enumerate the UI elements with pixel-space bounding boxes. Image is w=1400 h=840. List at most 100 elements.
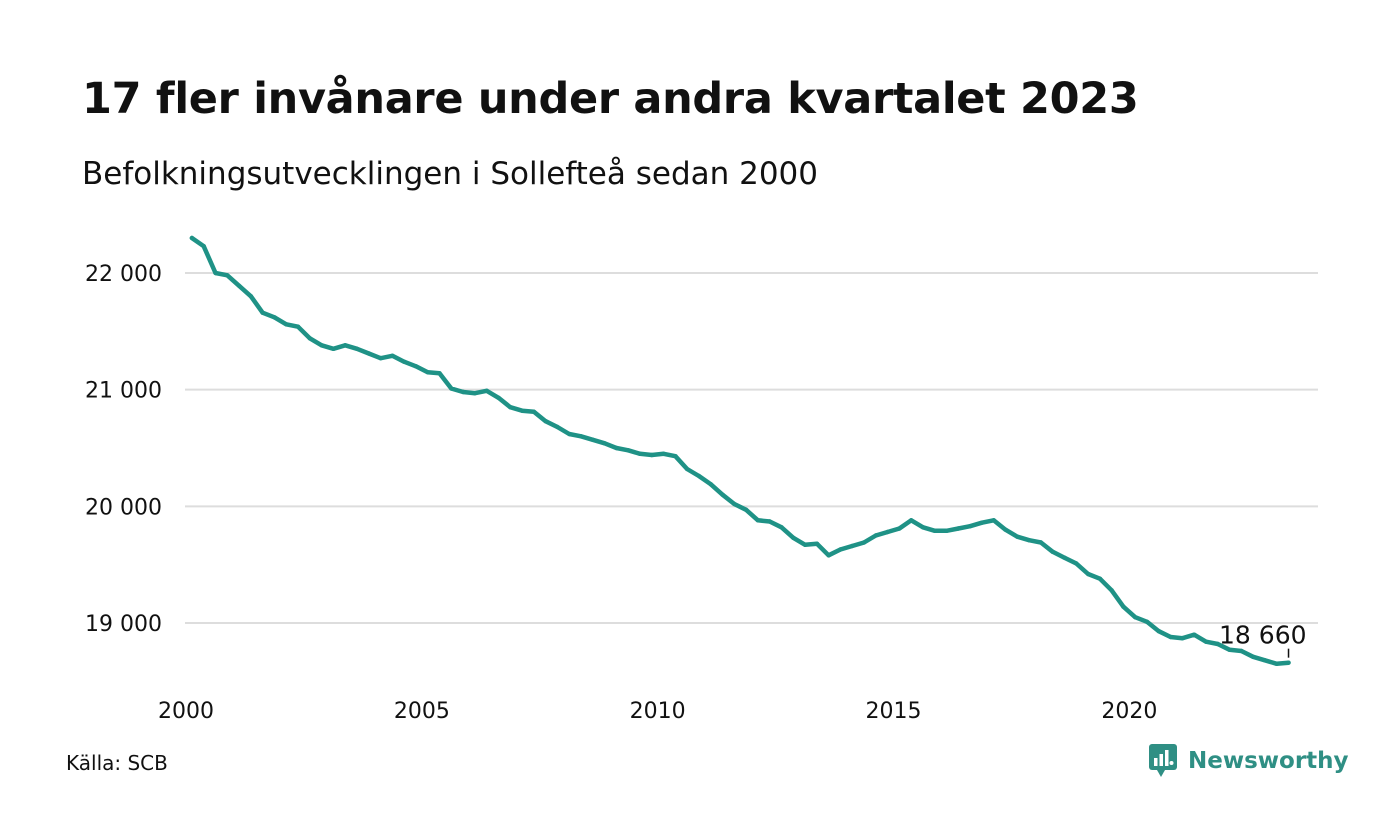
data-point xyxy=(850,543,855,549)
data-point xyxy=(991,518,996,523)
x-tick-label: 2005 xyxy=(394,699,450,724)
data-point xyxy=(932,528,937,533)
end-annotation: 18 660 xyxy=(1219,621,1307,658)
y-tick-label: 19 000 xyxy=(85,612,162,637)
data-point xyxy=(1250,654,1256,659)
data-point xyxy=(366,351,371,356)
data-point xyxy=(626,448,631,453)
data-point xyxy=(708,482,713,487)
data-point xyxy=(449,386,454,391)
data-point xyxy=(1121,604,1126,609)
data-point xyxy=(696,473,702,479)
data-point xyxy=(1003,527,1008,532)
data-point xyxy=(861,540,867,545)
data-point xyxy=(1203,639,1209,644)
data-point xyxy=(425,370,430,375)
data-point xyxy=(1050,549,1055,554)
data-point xyxy=(484,388,489,393)
data-point xyxy=(1109,588,1114,593)
data-point xyxy=(307,336,312,341)
chart-subtitle: Befolkningsutvecklingen i Sollefteå seda… xyxy=(82,156,819,192)
x-tick-label: 2020 xyxy=(1101,699,1157,724)
brand-logo[interactable]: Newsworthy xyxy=(1148,743,1349,779)
data-point xyxy=(354,346,360,351)
y-tick-label: 21 000 xyxy=(85,379,162,404)
data-point xyxy=(720,492,725,497)
data-point xyxy=(956,526,961,531)
data-point xyxy=(1144,619,1150,624)
data-point xyxy=(826,553,831,558)
data-point xyxy=(413,364,419,369)
data-point xyxy=(602,441,607,446)
data-point xyxy=(1062,555,1067,560)
data-point xyxy=(508,405,513,410)
grid-lines xyxy=(185,272,1318,624)
data-point xyxy=(401,359,407,364)
data-point xyxy=(1074,561,1079,566)
data-point xyxy=(1168,634,1173,640)
series-line xyxy=(189,235,1291,667)
source-note: Källa: SCB xyxy=(66,751,168,775)
end-value-label: 18 660 xyxy=(1219,621,1306,650)
series-group xyxy=(189,235,1291,667)
data-point xyxy=(791,535,796,540)
data-point xyxy=(637,451,643,456)
chart-title: 17 fler invånare under andra kvartalet 2… xyxy=(82,74,1139,124)
data-point xyxy=(284,322,289,327)
data-point xyxy=(838,547,843,552)
y-axis-labels: 19 000 20 000 21 000 22 000 xyxy=(85,262,162,637)
data-point xyxy=(684,466,690,472)
data-point xyxy=(673,454,678,459)
data-point xyxy=(979,520,985,525)
data-point xyxy=(1286,660,1291,665)
data-point xyxy=(567,431,572,437)
data-point xyxy=(1215,641,1221,647)
data-point xyxy=(531,409,537,414)
x-tick-label: 2000 xyxy=(158,699,214,724)
x-tick-label: 2015 xyxy=(866,699,922,724)
data-point xyxy=(944,528,949,533)
data-point xyxy=(1274,661,1279,666)
data-point xyxy=(1262,658,1268,663)
data-point xyxy=(814,541,820,546)
data-point xyxy=(1156,629,1162,634)
data-point xyxy=(390,353,395,358)
data-point xyxy=(496,395,501,400)
data-point xyxy=(437,371,442,376)
x-axis-labels: 2000 2005 2010 2015 2020 xyxy=(158,699,1157,724)
data-point xyxy=(472,391,478,396)
data-point xyxy=(248,294,254,299)
newsworthy-logo-icon xyxy=(1149,744,1177,777)
data-point xyxy=(578,434,584,439)
data-point xyxy=(343,343,348,348)
data-point xyxy=(885,529,890,535)
data-point xyxy=(378,356,383,361)
data-point xyxy=(1239,648,1244,654)
data-point xyxy=(213,270,218,276)
data-point xyxy=(897,526,902,531)
data-point xyxy=(767,519,772,524)
data-point xyxy=(920,525,926,530)
data-point xyxy=(661,451,666,456)
data-point xyxy=(295,324,301,329)
data-point xyxy=(1133,615,1138,620)
data-point xyxy=(1015,534,1020,539)
data-point xyxy=(331,346,336,351)
data-point xyxy=(272,315,277,320)
data-point xyxy=(1038,540,1044,545)
data-point xyxy=(1085,571,1091,577)
data-point xyxy=(543,419,548,424)
data-point xyxy=(614,445,619,451)
data-point xyxy=(236,283,242,288)
y-tick-label: 22 000 xyxy=(85,262,162,287)
data-point xyxy=(225,273,230,278)
data-point xyxy=(743,507,749,512)
data-point xyxy=(260,310,265,315)
data-point xyxy=(319,343,324,348)
data-point xyxy=(1026,538,1032,543)
y-tick-label: 20 000 xyxy=(85,495,162,520)
data-point xyxy=(189,235,195,241)
data-point xyxy=(1180,636,1185,641)
data-point xyxy=(909,518,914,523)
